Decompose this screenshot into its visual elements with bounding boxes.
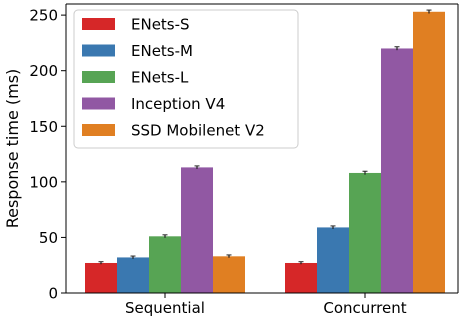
- legend-swatch: [82, 44, 115, 57]
- legend-swatch: [82, 124, 115, 136]
- y-axis-label: Response time (ms): [3, 69, 22, 229]
- axes-layer: 0 50 100 150 200 250 Sequential Concurrent: [29, 3, 459, 317]
- legend-label: SSD Mobilenet V2: [131, 122, 265, 140]
- bars-layer: [85, 11, 445, 294]
- x-tick-label: Sequential: [125, 299, 205, 317]
- bar: [117, 257, 149, 293]
- legend: ENets-S ENets-M ENets-L Inception V4 SSD Mob…: [73, 9, 299, 149]
- bar: [181, 167, 213, 293]
- legend-frame: [73, 9, 299, 149]
- bar: [85, 262, 117, 293]
- bar: [413, 11, 445, 294]
- legend-label: ENets-S: [131, 16, 190, 34]
- legend-label: ENets-M: [131, 42, 193, 60]
- bar: [317, 227, 349, 293]
- legend-label: ENets-L: [131, 69, 189, 87]
- bar: [349, 172, 381, 293]
- x-tick-label: Concurrent: [323, 299, 406, 317]
- error-bars-layer: [98, 9, 432, 265]
- legend-swatch: [82, 18, 115, 30]
- legend-label: Inception V4: [131, 95, 225, 113]
- y-tick-label: 200: [29, 62, 58, 80]
- bar: [285, 262, 317, 293]
- bar: [213, 256, 245, 293]
- bar: [149, 236, 181, 293]
- y-tick-label: 150: [29, 118, 58, 136]
- y-tick-label: 250: [29, 7, 58, 25]
- y-tick-label: 0: [48, 285, 58, 303]
- bar: [381, 48, 413, 293]
- legend-swatch: [82, 71, 115, 83]
- y-tick-label: 100: [29, 173, 58, 191]
- legend-swatch: [82, 97, 115, 110]
- y-tick-label: 50: [39, 229, 58, 247]
